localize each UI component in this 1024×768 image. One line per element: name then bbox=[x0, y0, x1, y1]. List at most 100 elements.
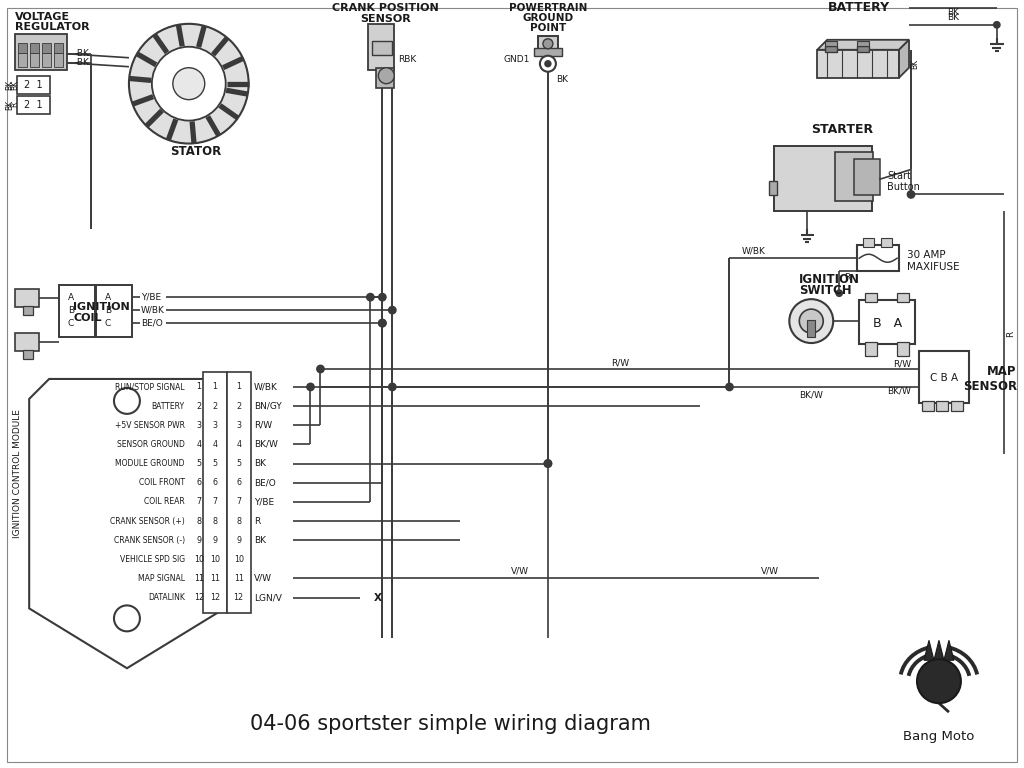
Text: 8: 8 bbox=[197, 517, 202, 525]
Bar bbox=[854, 160, 880, 195]
Text: MAP SIGNAL: MAP SIGNAL bbox=[138, 574, 184, 583]
Bar bbox=[865, 293, 878, 302]
Text: 9: 9 bbox=[212, 535, 217, 545]
Text: STARTER: STARTER bbox=[811, 123, 873, 136]
Text: SENSOR: SENSOR bbox=[359, 14, 411, 24]
Circle shape bbox=[837, 290, 842, 296]
Text: 7: 7 bbox=[237, 498, 242, 506]
Circle shape bbox=[543, 39, 553, 48]
Text: BE/O: BE/O bbox=[141, 319, 163, 328]
Text: BN/GY: BN/GY bbox=[254, 402, 282, 411]
Text: MODULE GROUND: MODULE GROUND bbox=[116, 459, 184, 468]
Text: V/W: V/W bbox=[254, 574, 271, 583]
Text: BATTERY: BATTERY bbox=[828, 2, 890, 15]
Bar bbox=[825, 41, 838, 46]
Bar bbox=[15, 34, 68, 70]
Bar bbox=[936, 401, 948, 411]
Bar bbox=[538, 36, 558, 50]
Text: 4: 4 bbox=[197, 440, 202, 449]
Text: R/W: R/W bbox=[610, 359, 629, 368]
Circle shape bbox=[379, 293, 386, 300]
Bar bbox=[42, 43, 51, 53]
Bar bbox=[951, 401, 963, 411]
Bar bbox=[203, 372, 226, 614]
Text: POINT: POINT bbox=[529, 23, 566, 33]
Text: BK/W: BK/W bbox=[254, 440, 278, 449]
Text: 2  1: 2 1 bbox=[24, 100, 42, 110]
Text: BK: BK bbox=[6, 100, 14, 110]
Text: RUN/STOP SIGNAL: RUN/STOP SIGNAL bbox=[115, 382, 184, 392]
Text: VOLTAGE: VOLTAGE bbox=[15, 12, 71, 22]
Text: 3: 3 bbox=[212, 421, 217, 430]
Text: 6: 6 bbox=[237, 478, 242, 487]
Text: 6: 6 bbox=[212, 478, 217, 487]
Circle shape bbox=[307, 383, 314, 390]
Circle shape bbox=[379, 319, 386, 326]
Text: 3: 3 bbox=[197, 421, 202, 430]
Text: VEHICLE SPD SIG: VEHICLE SPD SIG bbox=[120, 554, 184, 564]
Bar bbox=[54, 43, 63, 53]
Text: -BK: -BK bbox=[74, 58, 89, 68]
Text: 04-06 sportster simple wiring diagram: 04-06 sportster simple wiring diagram bbox=[250, 714, 650, 734]
Text: 2: 2 bbox=[237, 402, 242, 411]
Bar bbox=[369, 24, 394, 70]
Text: LGN/V: LGN/V bbox=[254, 593, 282, 602]
Text: BK: BK bbox=[10, 80, 19, 90]
Text: V/W: V/W bbox=[511, 567, 529, 576]
Text: GND1: GND1 bbox=[504, 55, 530, 65]
Text: X: X bbox=[374, 593, 381, 603]
Text: BE/O: BE/O bbox=[254, 478, 275, 487]
Circle shape bbox=[114, 605, 140, 631]
Text: B   A: B A bbox=[872, 316, 902, 329]
Text: 2  1: 2 1 bbox=[24, 80, 42, 90]
Text: BK: BK bbox=[254, 535, 265, 545]
Text: BK: BK bbox=[6, 80, 14, 90]
Text: BK: BK bbox=[947, 13, 958, 22]
Text: MAP
SENSOR: MAP SENSOR bbox=[963, 365, 1017, 393]
Circle shape bbox=[545, 61, 551, 67]
Text: R: R bbox=[10, 102, 19, 108]
Bar bbox=[18, 43, 28, 53]
Bar bbox=[24, 350, 33, 359]
Text: BATTERY: BATTERY bbox=[152, 402, 184, 411]
Bar bbox=[857, 46, 869, 51]
Text: 30 AMP
MAXIFUSE: 30 AMP MAXIFUSE bbox=[907, 250, 959, 272]
Text: 10: 10 bbox=[233, 554, 244, 564]
Bar bbox=[774, 145, 872, 211]
Text: A: A bbox=[68, 293, 74, 302]
Polygon shape bbox=[817, 40, 909, 50]
Bar bbox=[897, 342, 909, 356]
Text: GROUND: GROUND bbox=[522, 13, 573, 23]
Text: IGNITION: IGNITION bbox=[800, 273, 860, 286]
Text: CRANK SENSOR (-): CRANK SENSOR (-) bbox=[114, 535, 184, 545]
Bar bbox=[919, 351, 969, 403]
Circle shape bbox=[545, 460, 551, 467]
Text: 7: 7 bbox=[197, 498, 202, 506]
Text: IGNITION CONTROL MODULE: IGNITION CONTROL MODULE bbox=[12, 409, 22, 538]
Text: BK/W: BK/W bbox=[887, 386, 911, 396]
Bar bbox=[18, 53, 28, 67]
Bar bbox=[807, 320, 815, 337]
Text: POWERTRAIN: POWERTRAIN bbox=[509, 3, 587, 13]
Text: B: B bbox=[68, 306, 74, 315]
Text: R/W: R/W bbox=[893, 359, 911, 369]
Circle shape bbox=[378, 68, 394, 84]
Text: 5: 5 bbox=[212, 459, 217, 468]
Text: 11: 11 bbox=[233, 574, 244, 583]
Bar bbox=[17, 96, 50, 114]
Bar bbox=[30, 53, 39, 67]
Bar bbox=[15, 290, 39, 307]
Text: 12: 12 bbox=[210, 593, 220, 602]
Text: BK: BK bbox=[910, 58, 920, 69]
Polygon shape bbox=[899, 40, 909, 78]
Text: W/BK: W/BK bbox=[741, 247, 765, 256]
Text: B: B bbox=[104, 306, 111, 315]
Text: 3: 3 bbox=[237, 421, 242, 430]
Text: BK/W: BK/W bbox=[800, 390, 823, 399]
Text: R: R bbox=[254, 517, 260, 525]
Text: CRANK SENSOR (+): CRANK SENSOR (+) bbox=[110, 517, 184, 525]
Bar bbox=[24, 306, 33, 315]
Text: 4: 4 bbox=[212, 440, 217, 449]
Text: BK: BK bbox=[556, 75, 568, 84]
Text: R/W: R/W bbox=[254, 421, 271, 430]
